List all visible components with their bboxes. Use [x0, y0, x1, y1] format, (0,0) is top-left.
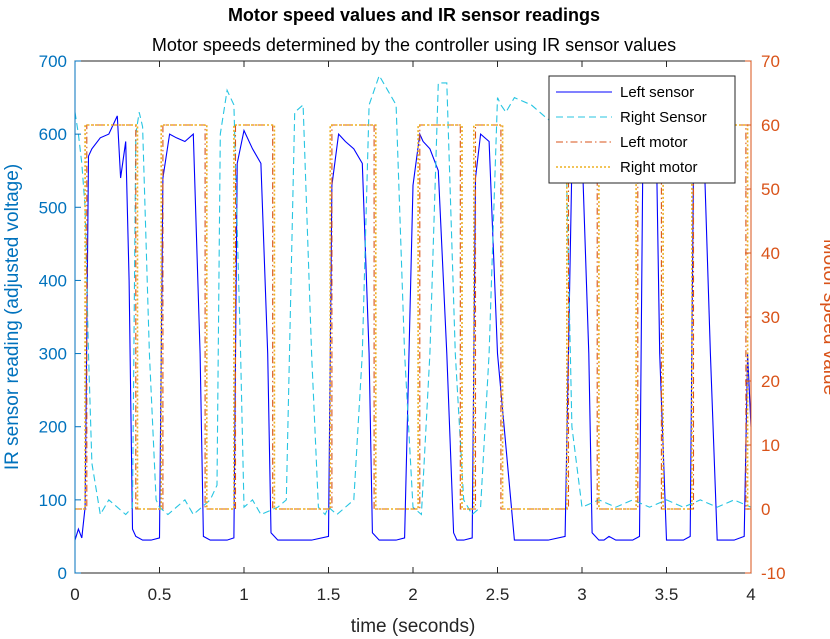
- right-y-tick-label: 50: [761, 180, 780, 199]
- left-y-tick-label: 0: [58, 564, 67, 583]
- right-y-tick-label: 0: [761, 500, 770, 519]
- left-y-tick-label: 400: [39, 271, 67, 290]
- x-axis-label: time (seconds): [351, 616, 476, 637]
- x-tick-label: 1: [239, 585, 248, 604]
- x-tick-label: 0.5: [148, 585, 172, 604]
- right-y-tick-label: 70: [761, 52, 780, 71]
- left-y-axis: 0 100 200 300 400 500 600 700: [39, 52, 81, 583]
- right-y-tick-label: 30: [761, 308, 780, 327]
- right-y-axis: -10 0 10 20 30 40 50 60 70: [745, 52, 786, 583]
- left-y-axis-label: IR sensor reading (adjusted voltage): [2, 164, 23, 470]
- series-line-left-sensor: [74, 115, 752, 541]
- legend-label: Left sensor: [620, 84, 694, 101]
- right-y-axis-label: Motor speed value: [819, 239, 830, 395]
- legend-label: Right motor: [620, 159, 698, 176]
- legend-label: Right Sensor: [620, 109, 707, 126]
- x-axis: 0 0.5 1 1.5 2 2.5 3 3.5 4: [70, 61, 756, 604]
- left-y-tick-label: 600: [39, 125, 67, 144]
- right-y-tick-label: 60: [761, 116, 780, 135]
- legend-box: [548, 75, 736, 184]
- right-y-tick-label: -10: [761, 564, 786, 583]
- left-y-tick-label: 500: [39, 198, 67, 217]
- right-y-tick-label: 10: [761, 436, 780, 455]
- chart-subtitle: Motor speeds determined by the controlle…: [152, 35, 676, 55]
- legend-label: Left motor: [620, 134, 688, 151]
- x-tick-label: 3.5: [655, 585, 679, 604]
- x-tick-label: 2: [408, 585, 417, 604]
- x-tick-label: 2.5: [486, 585, 510, 604]
- chart-legend: Left sensor Right Sensor Left motor Right m…: [548, 75, 736, 184]
- chart-title: Motor speed values and IR sensor reading…: [228, 5, 600, 25]
- right-y-tick-label: 20: [761, 372, 780, 391]
- x-tick-label: 0: [70, 585, 79, 604]
- right-y-tick-label: 40: [761, 244, 780, 263]
- x-tick-label: 4: [746, 585, 755, 604]
- series-line-right-motor: [75, 124, 751, 510]
- left-y-tick-label: 300: [39, 345, 67, 364]
- left-y-tick-label: 100: [39, 491, 67, 510]
- series-line-right-sensor: [74, 74, 752, 517]
- x-tick-label: 1.5: [317, 585, 341, 604]
- left-y-tick-label: 700: [39, 52, 67, 71]
- left-y-tick-label: 200: [39, 418, 67, 437]
- x-tick-label: 3: [577, 585, 586, 604]
